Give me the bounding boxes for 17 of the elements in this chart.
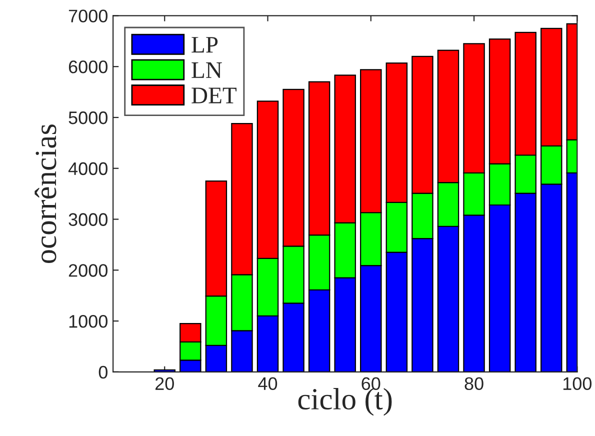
y-tick-label: 0 xyxy=(98,366,108,379)
y-tick-label: 1000 xyxy=(69,314,108,328)
y-tick-label: 5000 xyxy=(68,111,108,124)
x-tick-label: 20 xyxy=(155,377,174,390)
y-tick-label: 7000 xyxy=(68,10,108,22)
x-tick-label: 40 xyxy=(258,377,278,390)
y-tick-label: 3000 xyxy=(68,213,108,226)
x-tick-label: 80 xyxy=(464,377,484,390)
y-tick-label: 2000 xyxy=(68,264,108,277)
y-tick-label: 6000 xyxy=(68,60,108,74)
legend-label: LN xyxy=(192,62,222,78)
x-tick-label: 60 xyxy=(362,377,380,390)
y-tick-label: 4000 xyxy=(68,162,108,176)
legend-label: LP xyxy=(192,37,218,53)
x-tick-label: 100 xyxy=(563,377,592,390)
legend-label: DET xyxy=(192,88,236,104)
y-axis-title: ocorrências xyxy=(34,124,56,264)
